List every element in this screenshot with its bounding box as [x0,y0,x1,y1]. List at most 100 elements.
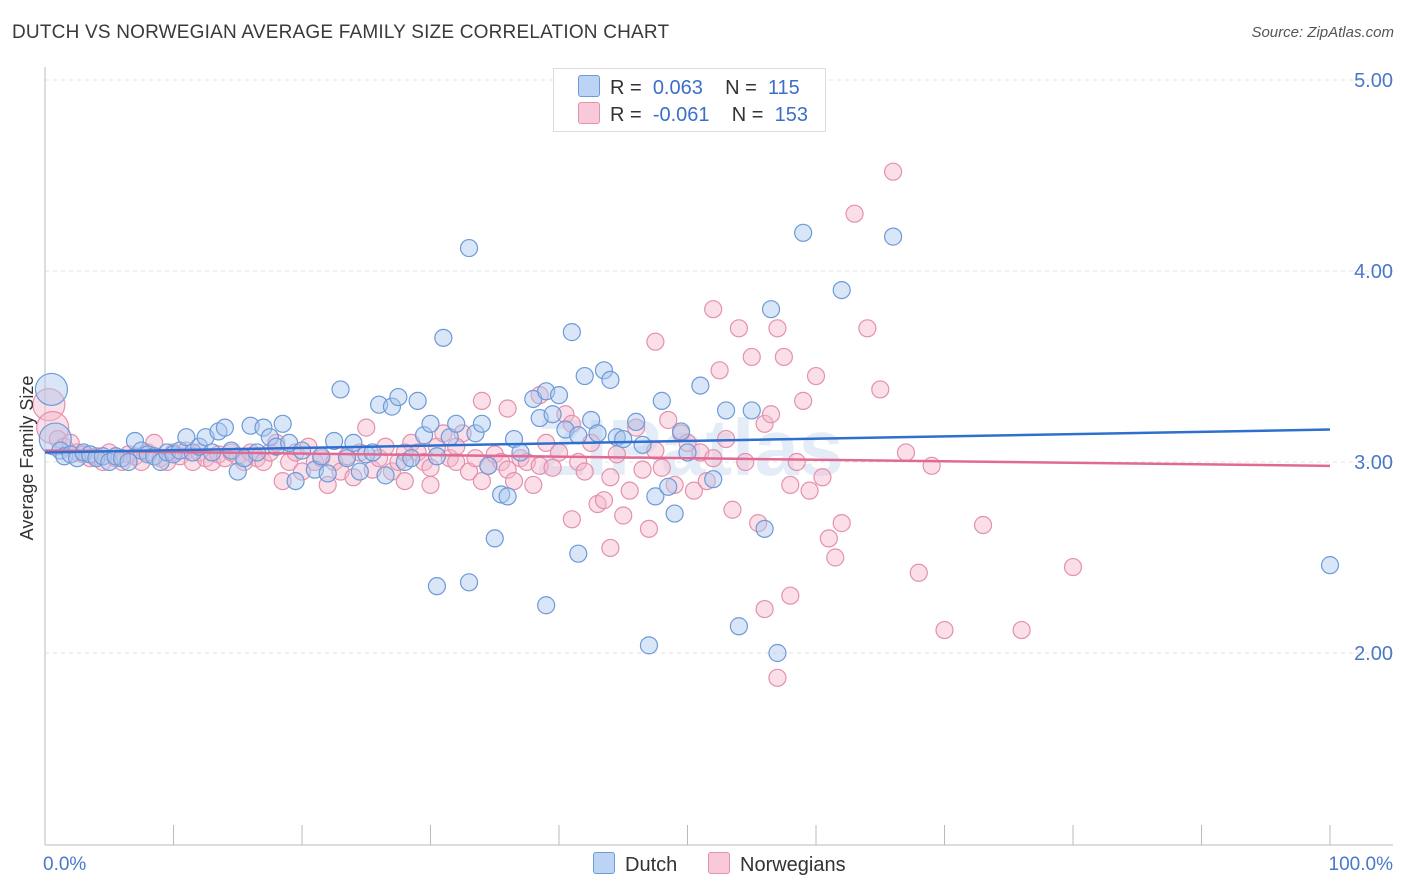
dutch-point [376,466,395,485]
norwegians-point [1012,620,1031,640]
norwegians-point [787,452,806,472]
dutch-point [883,227,903,246]
dutch-point [575,366,594,386]
dutch-point [716,401,736,420]
dutch-r-value: 0.063 [652,77,703,99]
x-tick-label-max: 100.0% [1329,854,1394,875]
norwegians-point [684,481,704,500]
norwegians-point [601,468,620,487]
norwegians-point [447,452,466,472]
dutch-point [485,529,504,548]
dutch-point [286,472,305,491]
norwegians-point [575,462,594,481]
norwegians-legend-label: Norwegians [740,854,846,876]
norwegians-swatch [578,102,600,124]
dutch-legend-label: Dutch [625,854,678,876]
dutch-n-value: 115 [767,77,800,99]
norwegians-point [504,472,524,491]
norwegians-point [472,472,491,491]
norwegians-point [755,414,774,433]
chart-title: DUTCH VS NORWEGIAN AVERAGE FAMILY SIZE C… [12,22,670,43]
dutch-point [671,422,691,441]
norwegians-point [357,418,376,437]
norwegians-point [973,515,993,535]
norwegians-point [723,500,742,519]
y-tick-label: 4.00 [1354,261,1393,283]
norwegians-point [909,563,928,582]
norwegians-point [710,361,729,380]
dutch-point [691,376,710,395]
dutch-point [633,435,652,454]
norwegians-point [665,475,684,495]
dutch-point [569,426,588,445]
dutch-point [492,485,511,504]
legend-row-dutch: R = 0.063 N = 115 [578,75,800,99]
norwegians-point [768,668,787,687]
dutch-point [34,372,69,407]
dutch-point [498,487,517,506]
norwegians-point [755,599,774,619]
dutch-point [549,386,569,405]
norwegians-point [826,548,845,567]
norwegians-point [556,405,575,424]
source-label: Source: ZipAtlas.com [1251,24,1394,41]
norwegians-point [524,475,543,495]
dutch-point [665,504,684,523]
y-axis-label: Average Family Size [17,376,37,541]
dutch-point [729,617,749,636]
r-label: R = [610,104,642,126]
dutch-point [652,391,671,410]
dutch-legend-swatch [593,852,615,874]
norwegians-trend-line [44,449,1331,468]
dutch-point [832,281,851,300]
dutch-point [312,447,331,466]
dutch-point [427,577,447,596]
y-tick-label: 3.00 [1354,452,1393,474]
dutch-point [421,414,440,433]
norwegians-point [768,319,787,338]
dutch-point [537,596,556,615]
norwegians-point [794,391,813,410]
dutch-point [389,387,408,407]
norwegians-point [935,620,954,640]
dutch-point [755,519,774,538]
norwegians-n-value: 153 [774,104,808,126]
norwegians-point [781,586,800,605]
dutch-point [794,223,813,242]
norwegians-point [562,510,581,529]
dutch-point [260,428,279,447]
gridlines [45,79,1393,654]
norwegians-point [832,514,851,533]
norwegians-point [678,433,697,452]
dutch-point [125,431,145,451]
dutch-point [459,573,479,592]
dutch-point [768,643,787,663]
norwegians-point [620,481,639,500]
dutch-point [704,470,723,489]
norwegians-point [774,347,793,367]
dutch-point [177,428,196,447]
y-tick-label: 5.00 [1354,70,1393,92]
dutch-point [382,397,402,416]
bottom-legend-dutch: Dutch [593,852,677,877]
norwegians-point [697,472,716,491]
dutch-point [273,414,292,433]
norwegians-point [607,445,626,464]
dutch-point [408,391,427,410]
y-tick-label: 2.00 [1354,643,1393,665]
dutch-point [331,380,350,399]
norwegians-r-value: -0.061 [652,104,710,126]
norwegians-point [883,162,903,181]
dutch-point [626,412,646,431]
norwegians-point [601,538,620,558]
norwegians-point [800,481,819,500]
dutch-swatch [578,75,600,97]
norwegians-point [729,319,749,338]
dutch-point [434,328,453,347]
norwegians-point [594,491,614,510]
norwegians-point [498,399,517,418]
dutch-point [479,456,498,475]
norwegians-point [36,411,70,445]
norwegians-point [626,418,646,437]
